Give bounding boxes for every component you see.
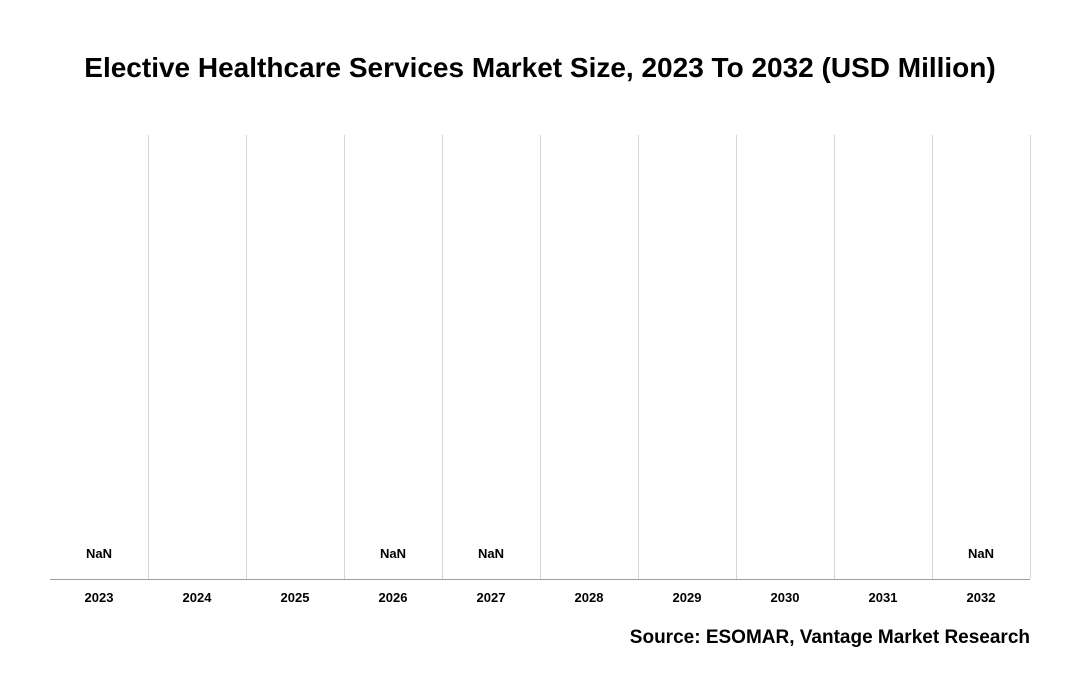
data-label: NaN	[968, 546, 994, 561]
grid-line	[540, 135, 541, 579]
x-axis-label: 2032	[967, 590, 996, 605]
grid-line	[834, 135, 835, 579]
data-label: NaN	[478, 546, 504, 561]
plot-area: NaN202320242025NaN2026NaN202720282029203…	[50, 135, 1030, 580]
x-axis-label: 2024	[183, 590, 212, 605]
data-label: NaN	[380, 546, 406, 561]
grid-line	[932, 135, 933, 579]
source-text: Source: ESOMAR, Vantage Market Research	[630, 627, 1030, 649]
grid-line	[638, 135, 639, 579]
grid-line	[442, 135, 443, 579]
x-axis-label: 2029	[673, 590, 702, 605]
x-axis-label: 2023	[85, 590, 114, 605]
grid-line	[246, 135, 247, 579]
x-axis-label: 2028	[575, 590, 604, 605]
x-axis-label: 2031	[869, 590, 898, 605]
chart-title: Elective Healthcare Services Market Size…	[50, 52, 1030, 84]
grid-line	[1030, 135, 1031, 579]
x-axis-label: 2026	[379, 590, 408, 605]
x-axis-label: 2025	[281, 590, 310, 605]
x-axis-label: 2030	[771, 590, 800, 605]
grid-line	[148, 135, 149, 579]
grid-line	[736, 135, 737, 579]
data-label: NaN	[86, 546, 112, 561]
grid-line	[344, 135, 345, 579]
x-axis-label: 2027	[477, 590, 506, 605]
